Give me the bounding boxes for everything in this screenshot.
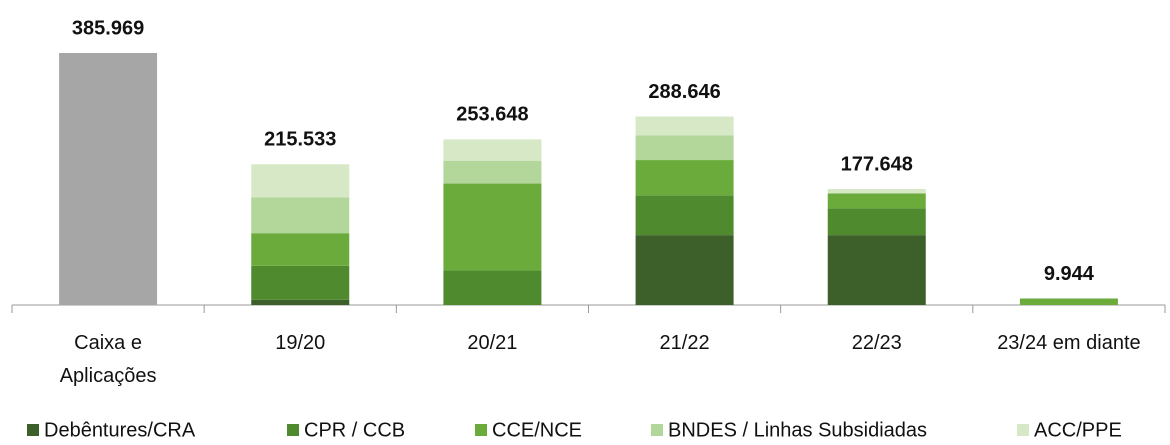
bar bbox=[59, 53, 158, 305]
legend-label: ACC/PPE bbox=[1034, 419, 1122, 441]
x-tick-label: 23/24 em diante bbox=[997, 332, 1141, 354]
legend-label: CCE/NCE bbox=[492, 419, 582, 441]
legend-swatch bbox=[27, 424, 39, 436]
bar-segment bbox=[827, 208, 926, 236]
legend-swatch bbox=[1017, 424, 1029, 436]
bar-segment bbox=[635, 116, 734, 136]
bar-segment bbox=[251, 233, 350, 266]
total-label: 253.648 bbox=[456, 104, 528, 126]
bar-segment bbox=[635, 160, 734, 196]
bar-segment bbox=[635, 135, 734, 161]
x-tick-label: 20/21 bbox=[467, 332, 518, 354]
legend-swatch bbox=[287, 424, 299, 436]
bar-segment bbox=[827, 193, 926, 209]
bar-segment bbox=[635, 235, 734, 305]
x-tick-label: Caixa e Aplicações bbox=[59, 332, 157, 387]
bar-segment bbox=[443, 270, 542, 305]
bar-segment bbox=[251, 197, 350, 234]
x-tick-label: 22/23 bbox=[851, 332, 902, 354]
bar-segment bbox=[827, 189, 926, 194]
bar-segment bbox=[1019, 298, 1118, 305]
legend-swatch bbox=[475, 424, 487, 436]
legend-label: BNDES / Linhas Subsidiadas bbox=[668, 419, 927, 441]
total-label: 385.969 bbox=[72, 17, 144, 39]
bar-segment bbox=[251, 265, 350, 300]
bar-segment bbox=[635, 195, 734, 236]
bar-segment bbox=[251, 299, 350, 305]
bar-segment bbox=[443, 183, 542, 271]
x-tick-label: 19/20 bbox=[275, 332, 326, 354]
bar-segment bbox=[443, 160, 542, 184]
legend-label: CPR / CCB bbox=[304, 419, 405, 441]
legend-swatch bbox=[651, 424, 663, 436]
total-label: 177.648 bbox=[841, 153, 913, 175]
total-label: 288.646 bbox=[648, 81, 720, 103]
bar-segment bbox=[251, 164, 350, 198]
total-label: 9.944 bbox=[1044, 263, 1095, 285]
legend-label: Debêntures/CRA bbox=[44, 419, 196, 441]
total-label: 215.533 bbox=[264, 129, 336, 151]
bar-segment bbox=[827, 235, 926, 305]
bar-segment bbox=[443, 139, 542, 161]
x-tick-label: 21/22 bbox=[659, 332, 710, 354]
